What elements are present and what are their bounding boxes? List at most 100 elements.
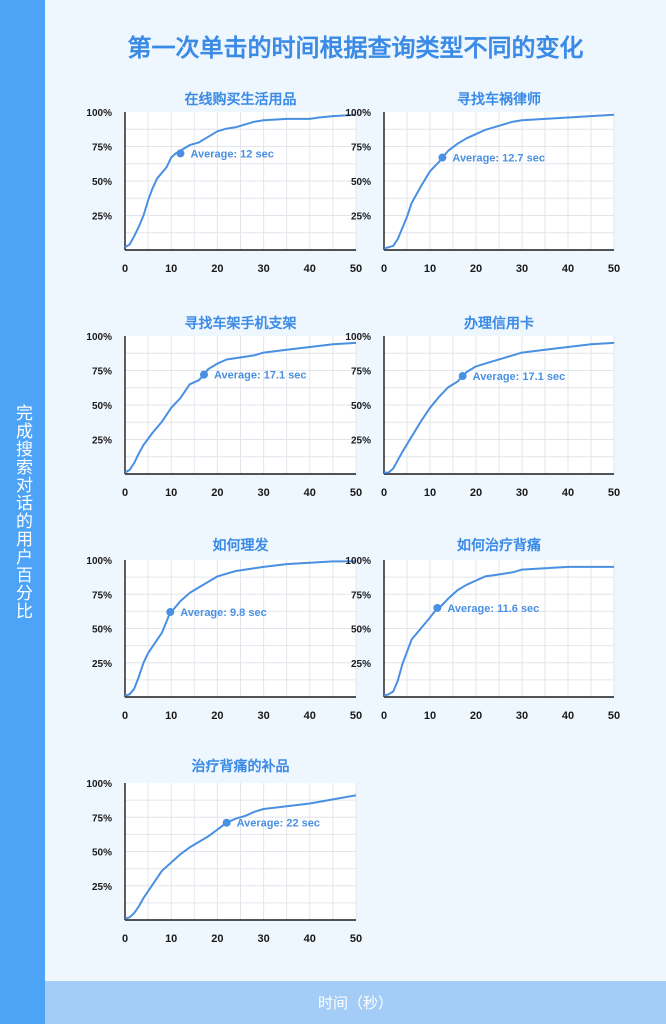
y-tick-label: 100% [345, 556, 371, 567]
y-tick-label: 75% [92, 590, 112, 601]
x-tick-label: 40 [304, 933, 316, 945]
chart-2: 寻找车祸律师 25% 50% 75% 100% 0 10 20 30 40 50 Average: 1… [345, 91, 620, 275]
x-tick-label: 10 [165, 487, 177, 499]
y-tick-label: 100% [345, 332, 371, 343]
chart-1: 在线购买生活用品 25% 50% 75% 100% 0 10 20 30 40 50 Average:… [86, 91, 362, 275]
x-tick-label: 50 [608, 710, 620, 722]
y-tick-label: 75% [92, 143, 112, 154]
x-tick-label: 10 [165, 710, 177, 722]
x-tick-label: 10 [424, 487, 436, 499]
average-label: Average: 17.1 sec [473, 371, 566, 383]
y-tick-label: 25% [92, 882, 112, 893]
y-tick-label: 50% [92, 177, 112, 188]
average-point [200, 370, 209, 379]
x-tick-label: 30 [257, 710, 269, 722]
x-tick-label: 20 [211, 933, 223, 945]
average-point [166, 608, 175, 617]
average-label: Average: 11.6 sec [447, 603, 539, 615]
series-line [383, 565, 614, 697]
average-label: Average: 22 sec [237, 818, 320, 830]
y-tick-label: 25% [351, 436, 371, 447]
y-tick-label: 50% [351, 401, 371, 412]
y-tick-label: 75% [351, 143, 371, 154]
y-tick-label: 100% [86, 779, 112, 790]
chart-title: 在线购买生活用品 [185, 91, 297, 108]
x-tick-label: 0 [381, 263, 387, 275]
y-tick-label: 50% [351, 625, 371, 636]
x-tick-label: 20 [211, 263, 223, 275]
x-tick-label: 10 [165, 263, 177, 275]
chart-title: 治疗背痛的补品 [192, 758, 290, 775]
x-tick-label: 50 [350, 263, 362, 275]
chart-title: 如何治疗背痛 [457, 537, 541, 554]
x-tick-label: 0 [381, 710, 387, 722]
sidebar [0, 0, 45, 1024]
x-tick-label: 0 [122, 263, 128, 275]
y-tick-label: 50% [92, 625, 112, 636]
chart-title: 寻找车祸律师 [457, 91, 541, 108]
y-tick-label: 75% [351, 367, 371, 378]
x-tick-label: 30 [257, 487, 269, 499]
x-tick-label: 40 [304, 487, 316, 499]
average-label: Average: 17.1 sec [214, 370, 307, 382]
x-tick-label: 0 [122, 710, 128, 722]
chart-6: 如何治疗背痛 25% 50% 75% 100% 0 10 20 30 40 50 Average: 1… [345, 537, 620, 722]
average-point [176, 149, 185, 158]
x-tick-label: 30 [257, 933, 269, 945]
x-tick-label: 10 [424, 710, 436, 722]
page-title: 第一次单击的时间根据查询类型不同的变化 [127, 34, 584, 62]
x-tick-label: 0 [122, 487, 128, 499]
y-tick-label: 100% [86, 108, 112, 119]
x-tick-label: 40 [562, 263, 574, 275]
average-label: Average: 12 sec [190, 148, 273, 160]
chart-7: 治疗背痛的补品 25% 50% 75% 100% 0 10 20 30 40 50 Average: … [86, 758, 362, 945]
average-point [433, 603, 442, 612]
y-tick-label: 75% [92, 367, 112, 378]
y-tick-label: 100% [345, 108, 371, 119]
y-tick-label: 50% [92, 401, 112, 412]
y-tick-label: 25% [92, 436, 112, 447]
x-tick-label: 50 [608, 263, 620, 275]
y-tick-label: 100% [86, 332, 112, 343]
x-tick-label: 40 [562, 710, 574, 722]
series-line [124, 113, 357, 249]
x-tick-label: 50 [608, 487, 620, 499]
x-tick-label: 30 [257, 263, 269, 275]
x-tick-label: 40 [304, 710, 316, 722]
y-tick-label: 50% [92, 848, 112, 859]
average-point [438, 153, 447, 162]
x-tick-label: 10 [165, 933, 177, 945]
x-tick-label: 50 [350, 710, 362, 722]
x-tick-label: 50 [350, 487, 362, 499]
y-tick-label: 25% [351, 212, 371, 223]
y-axis-title: 完成搜索对话的用户百分比 [12, 404, 32, 620]
y-tick-label: 25% [351, 659, 371, 670]
chart-title: 办理信用卡 [464, 315, 534, 332]
y-tick-label: 100% [86, 556, 112, 567]
x-tick-label: 20 [211, 487, 223, 499]
x-axis-title-bar: 时间（秒） [45, 981, 666, 1024]
x-tick-label: 20 [470, 263, 482, 275]
average-label: Average: 12.7 sec [452, 153, 545, 165]
series-line [383, 113, 615, 250]
x-tick-label: 30 [516, 487, 528, 499]
x-tick-label: 40 [562, 487, 574, 499]
x-tick-label: 20 [470, 710, 482, 722]
y-tick-label: 25% [92, 212, 112, 223]
x-axis-title: 时间（秒） [317, 994, 393, 1012]
x-tick-label: 50 [350, 933, 362, 945]
x-tick-label: 20 [470, 487, 482, 499]
y-tick-label: 75% [351, 590, 371, 601]
x-tick-label: 30 [516, 263, 528, 275]
chart-5: 如何理发 25% 50% 75% 100% 0 10 20 30 40 50 Average: 9.8… [86, 537, 362, 722]
series-line [124, 560, 356, 697]
x-tick-label: 10 [424, 263, 436, 275]
chart-title: 如何理发 [213, 537, 270, 554]
x-tick-label: 40 [304, 263, 316, 275]
y-tick-label: 25% [92, 659, 112, 670]
y-tick-label: 75% [92, 813, 112, 824]
average-point [458, 372, 467, 381]
y-axis-title-container: 完成搜索对话的用户百分比 [0, 0, 45, 1024]
x-tick-label: 0 [381, 487, 387, 499]
